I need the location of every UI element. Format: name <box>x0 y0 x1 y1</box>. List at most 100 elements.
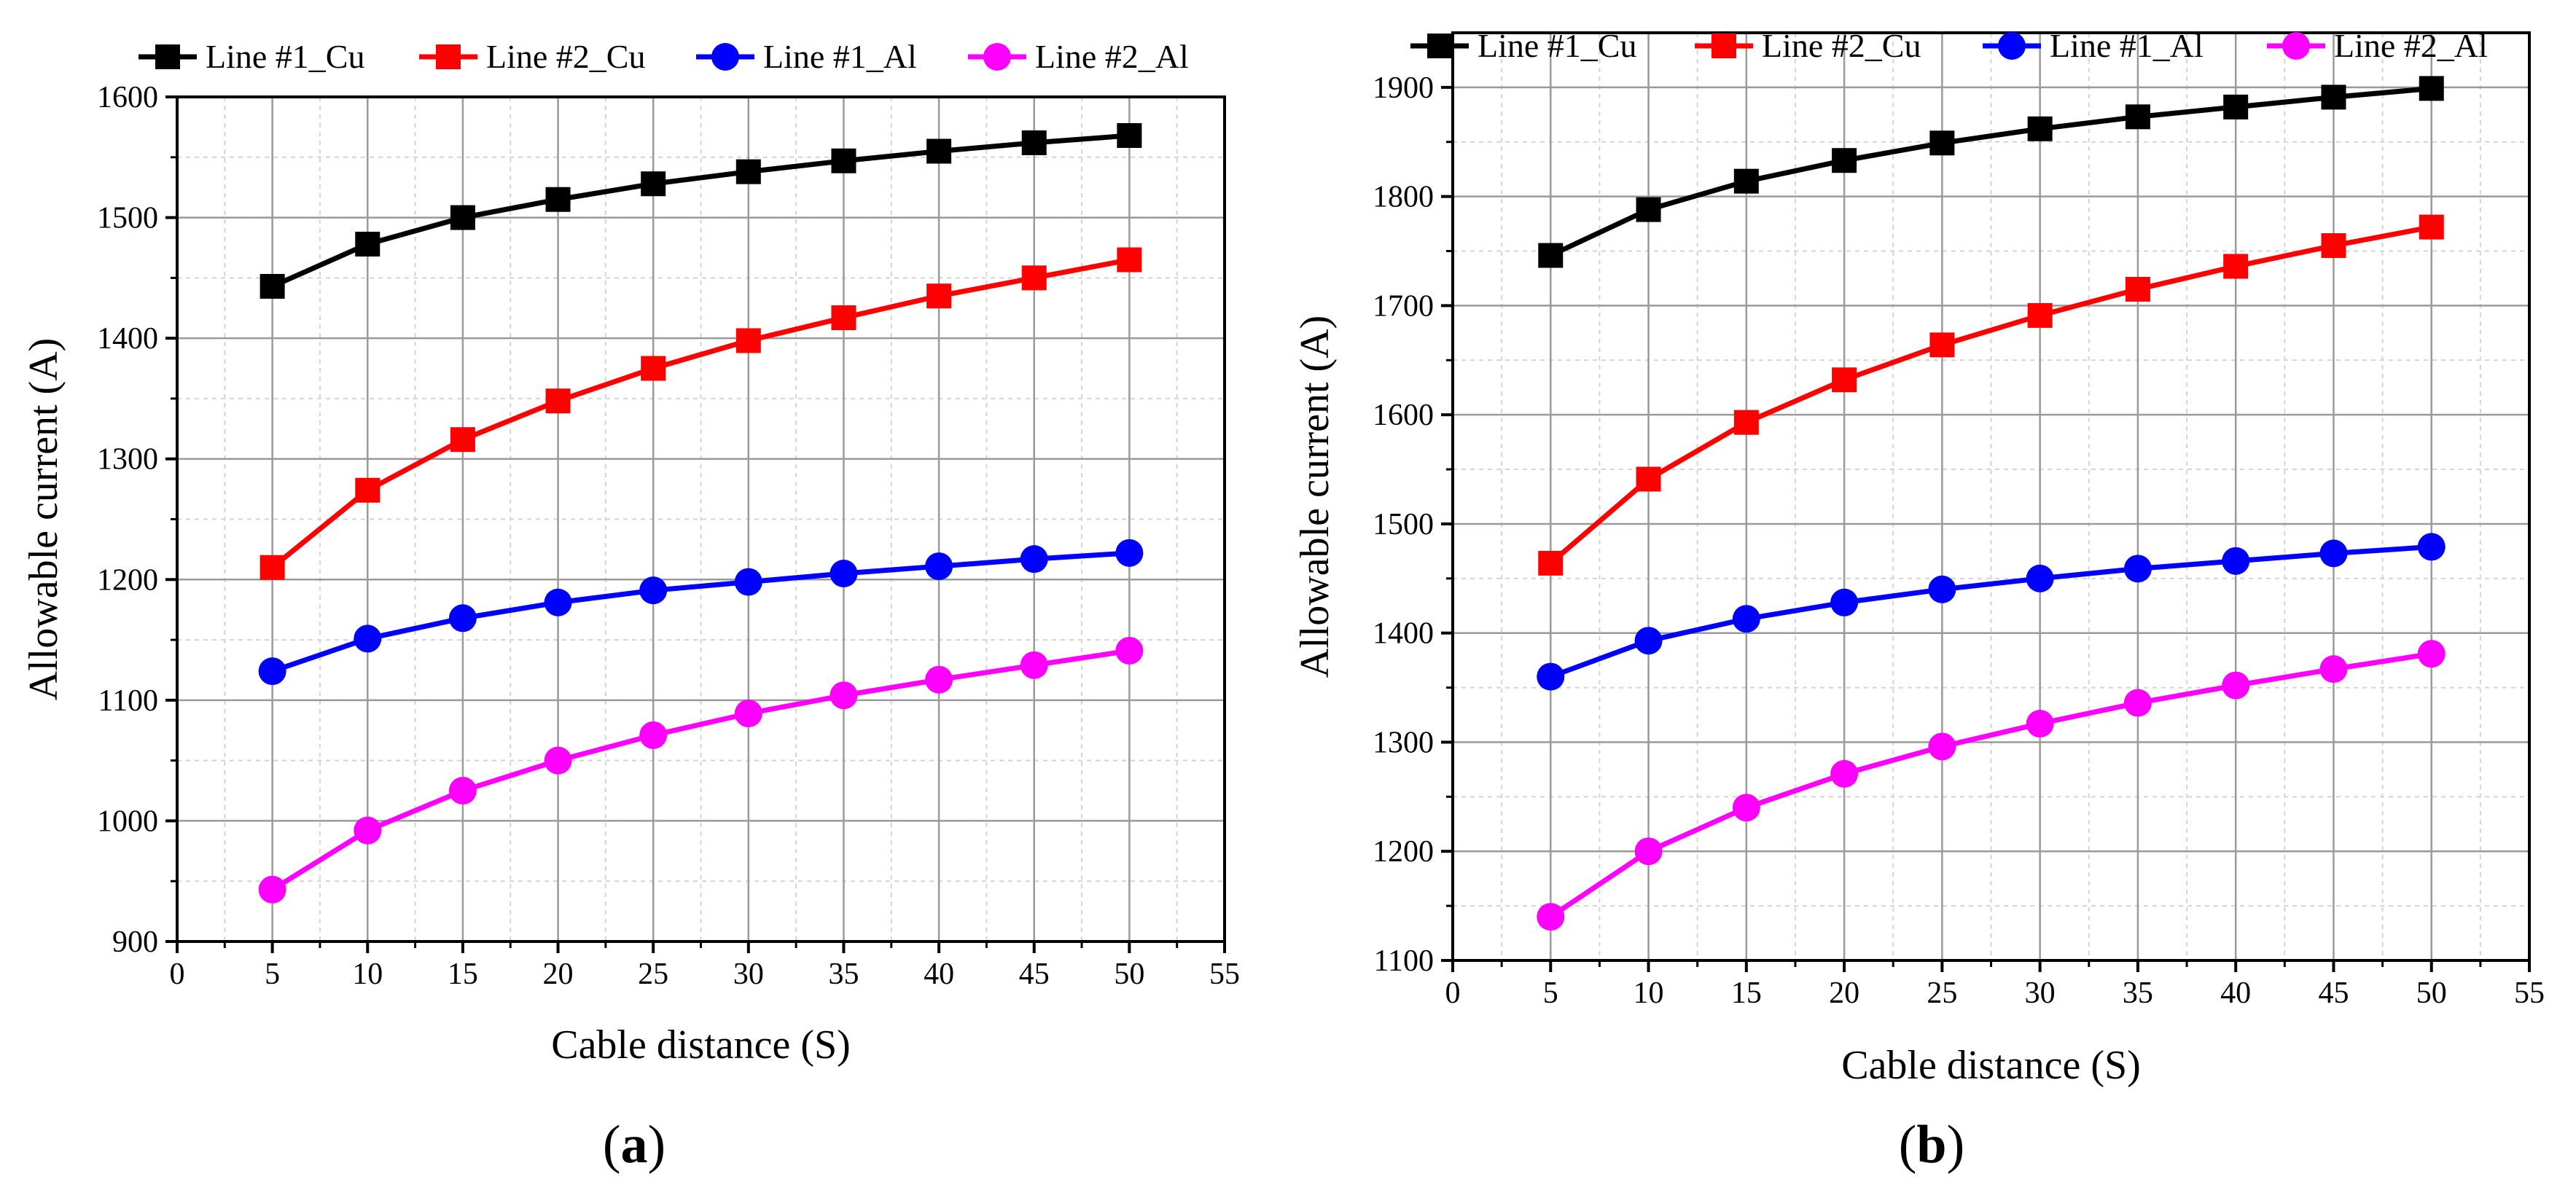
pb-x-tick-label: 5 <box>1543 976 1558 1010</box>
pa-legend-marker-line-1-cu <box>155 44 180 69</box>
pa-data-point-line-1-cu <box>1117 122 1142 148</box>
pb-series-line-line-1-al <box>1550 544 2432 679</box>
pb-data-point-line-1-cu <box>2223 94 2249 120</box>
pb-x-tick-label: 15 <box>1731 976 1762 1010</box>
pa-data-point-line-2-cu <box>641 356 666 381</box>
pa-legend-label-line-1-cu: Line #1_Cu <box>206 38 364 75</box>
pb-data-point-line-1-cu <box>2321 85 2346 110</box>
pa-data-point-line-1-cu <box>259 273 285 299</box>
pb-data-point-line-2-al <box>1830 759 1859 788</box>
pb-data-point-line-1-al <box>1634 627 1663 655</box>
pb-data-point-line-1-al <box>2417 533 2446 561</box>
pb-series-line-line-1-cu <box>1549 85 2432 258</box>
pa-data-point-line-1-cu <box>1021 130 1047 155</box>
pb-data-point-line-1-al <box>2222 547 2250 575</box>
pb-legend-marker-line-2-cu <box>1712 34 1736 58</box>
pb-data-point-line-1-cu <box>1733 168 1759 194</box>
pb-legend-label-line-1-cu: Line #1_Cu <box>1478 27 1636 64</box>
pb-data-point-line-2-al <box>2222 671 2250 700</box>
pb-x-tick-label: 20 <box>1829 976 1859 1010</box>
pa-data-point-line-1-cu <box>926 138 952 164</box>
pb-data-point-line-2-cu <box>2223 254 2249 279</box>
pa-legend-marker-line-2-cu <box>436 44 461 69</box>
pb-data-point-line-1-cu <box>1832 148 1857 173</box>
pb-x-tick-label: 55 <box>2514 976 2545 1010</box>
pb-legend-label-line-2-cu: Line #2_Cu <box>1762 27 1921 64</box>
pa-data-point-line-2-al <box>1020 651 1048 679</box>
pb-data-point-line-2-cu <box>1538 550 1564 576</box>
panel-label-a: (a) <box>603 1115 666 1175</box>
pb-series-line-line-2-al <box>1549 651 2432 920</box>
pb-data-point-line-2-al <box>1634 837 1663 866</box>
pa-data-point-line-2-cu <box>545 388 571 414</box>
pb-x-tick-label: 45 <box>2318 976 2349 1010</box>
pb-x-tick-label: 25 <box>1927 976 1957 1010</box>
pb-data-point-line-1-cu <box>2419 76 2444 101</box>
pa-data-point-line-1-cu <box>450 205 475 230</box>
pa-y-tick-label: 1300 <box>97 443 158 477</box>
pb-data-point-line-2-cu <box>1636 466 1661 492</box>
pa-data-point-line-2-cu <box>926 283 952 309</box>
pb-legend-label-line-2-al: Line #2_Al <box>2334 27 2488 64</box>
pb-legend-marker-line-2-al <box>2282 32 2310 60</box>
pb-data-point-line-1-cu <box>1538 243 1564 268</box>
pb-x-axis-title: Cable distance (S) <box>1841 1043 2141 1088</box>
pa-series-line-line-1-al <box>271 550 1130 674</box>
pa-data-point-line-1-cu <box>735 159 761 184</box>
pb-data-point-line-2-cu <box>2419 214 2444 240</box>
pa-data-point-line-2-cu <box>831 305 856 330</box>
pb-data-point-line-2-cu <box>2027 302 2053 328</box>
pb-y-tick-label: 1700 <box>1373 289 1434 323</box>
pb-data-point-line-2-al <box>1928 732 1956 761</box>
pa-legend-label-line-1-al: Line #1_Al <box>763 38 917 75</box>
pb-data-point-line-1-al <box>1537 662 1565 691</box>
pb-data-point-line-1-cu <box>1636 197 1661 222</box>
pa-x-tick-label: 10 <box>352 958 383 991</box>
pa-x-tick-label: 5 <box>265 958 280 991</box>
pa-data-point-line-1-al <box>354 625 382 653</box>
pa-series-line-line-2-cu <box>270 257 1131 570</box>
pa-data-point-line-1-cu <box>641 171 666 197</box>
pb-y-axis-title: Allowable current (A) <box>1292 316 1338 678</box>
pa-data-point-line-1-al <box>830 560 858 588</box>
pb-y-tick-label: 1100 <box>1374 944 1434 978</box>
pa-series-line-line-1-cu <box>271 133 1130 289</box>
pa-data-point-line-2-al <box>639 721 668 749</box>
pa-legend-label-line-2-al: Line #2_Al <box>1035 38 1189 75</box>
pb-legend-marker-line-1-cu <box>1427 34 1452 58</box>
chart-panel-a: 0 5 10 15 20 25 30 35 40 45 50 55 900 1000 1100 1200 130… <box>21 38 1240 1175</box>
pb-data-point-line-1-cu <box>2125 104 2150 130</box>
pb-data-point-line-2-al <box>1732 794 1760 822</box>
pb-x-tick-label: 10 <box>1634 976 1664 1010</box>
pb-y-tick-label: 1800 <box>1373 181 1434 214</box>
pa-x-tick-label: 45 <box>1019 958 1050 991</box>
pa-data-point-line-1-cu <box>355 231 380 257</box>
pa-x-tick-label: 15 <box>448 958 478 991</box>
pa-data-point-line-2-al <box>448 777 477 805</box>
pb-data-point-line-2-cu <box>2321 233 2346 259</box>
pb-data-point-line-1-al <box>2026 564 2054 592</box>
pa-y-tick-label: 1000 <box>97 804 158 838</box>
pb-legend-label-line-1-al: Line #1_Al <box>2050 27 2204 64</box>
pa-data-point-line-1-al <box>734 568 762 596</box>
pa-y-tick-label: 1600 <box>97 81 158 114</box>
pa-x-tick-label: 30 <box>733 958 764 991</box>
pa-data-point-line-1-al <box>258 657 286 686</box>
pa-data-point-line-2-al <box>544 746 572 775</box>
pa-legend-marker-line-1-al <box>711 43 739 71</box>
pa-y-tick-label: 900 <box>112 925 158 959</box>
pb-x-tick-label: 35 <box>2123 976 2153 1010</box>
pa-data-point-line-2-al <box>830 681 858 710</box>
pa-data-point-line-1-cu <box>545 187 571 212</box>
pa-data-point-line-1-al <box>544 588 572 616</box>
pa-data-point-line-2-al <box>354 816 382 845</box>
pb-y-tick-label: 1900 <box>1373 71 1434 105</box>
pb-data-point-line-1-al <box>1928 575 1956 603</box>
pb-data-point-line-2-cu <box>1832 367 1857 393</box>
pa-data-point-line-1-al <box>925 552 953 581</box>
pa-data-point-line-2-cu <box>355 477 380 503</box>
pb-series-line-line-2-cu <box>1548 224 2432 565</box>
pb-data-point-line-1-al <box>2123 555 2152 583</box>
pb-data-point-line-1-cu <box>1929 130 1955 156</box>
